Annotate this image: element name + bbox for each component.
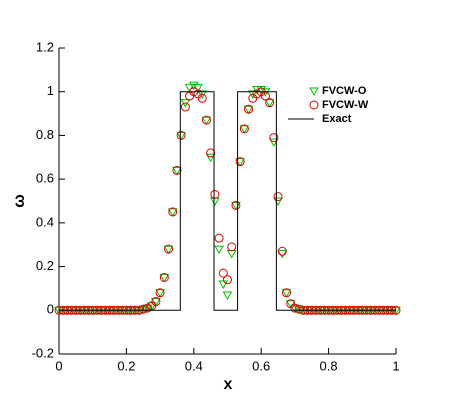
y-tick-label: 1 [47, 83, 54, 98]
legend-label: FVCW-O [322, 85, 367, 97]
circle-marker [206, 148, 216, 158]
x-tick-label: 0.2 [117, 358, 135, 373]
triangle-marker [281, 289, 292, 298]
circle-marker [180, 102, 190, 112]
legend-label: FVCW-W [322, 99, 369, 111]
circle-marker [294, 304, 304, 314]
legend-label: Exact [322, 113, 352, 125]
triangle-marker [167, 208, 178, 217]
triangle-marker [138, 305, 149, 315]
x-tick-label: 0.6 [252, 358, 270, 373]
triangle-marker [159, 274, 170, 283]
triangle-marker [205, 153, 216, 163]
circle-marker [277, 246, 287, 256]
circle-marker [265, 98, 275, 108]
y-tick-label: 0.8 [36, 127, 54, 142]
circle-marker [197, 93, 207, 103]
triangle-marker [188, 81, 199, 91]
circle-marker [138, 304, 148, 314]
circle-marker [223, 275, 232, 285]
y-tick-label: -0.2 [32, 345, 54, 360]
triangle-marker [222, 291, 233, 300]
triangle-marker [264, 99, 275, 108]
exact-line [59, 91, 396, 311]
circle-marker [290, 303, 300, 313]
x-tick-label: 0.4 [185, 358, 203, 373]
triangle-marker [268, 138, 279, 147]
circle-marker [210, 189, 220, 199]
triangle-marker [172, 166, 182, 176]
circle-marker [164, 244, 174, 254]
circle-marker [172, 165, 182, 175]
triangle-marker [277, 249, 288, 259]
triangle-marker [210, 197, 220, 207]
circle-marker [142, 303, 152, 313]
circle-marker [252, 89, 262, 99]
circle-marker [235, 157, 245, 167]
triangle-marker [226, 249, 237, 259]
x-axis-label: x [224, 376, 233, 393]
y-tick-label: 0.2 [36, 258, 54, 273]
circle-marker [214, 233, 224, 243]
circle-marker [168, 207, 178, 217]
circle-marker [269, 133, 279, 143]
y-tick-label: 1.2 [36, 39, 54, 54]
y-tick-label: 0.6 [36, 171, 54, 186]
circle-marker [309, 100, 319, 110]
circle-marker [176, 130, 186, 140]
x-tick-label: 0 [55, 358, 62, 373]
triangle-marker [309, 87, 319, 97]
circle-marker [151, 297, 161, 307]
y-axis-label: ω [11, 194, 28, 208]
circle-marker [155, 288, 165, 298]
triangle-marker [243, 105, 254, 115]
triangle-marker [155, 289, 165, 298]
circle-marker [201, 115, 211, 125]
triangle-marker [163, 245, 174, 255]
triangle-marker [218, 280, 229, 290]
x-tick-label: 1 [392, 358, 399, 373]
y-tick-label: 0 [47, 302, 54, 317]
y-tick-label: 0.4 [36, 214, 54, 229]
triangle-marker [176, 131, 187, 141]
triangle-marker [239, 125, 250, 134]
circle-marker [218, 268, 228, 278]
circle-marker [231, 200, 241, 210]
circle-marker [159, 273, 169, 282]
circle-marker [244, 104, 254, 114]
circle-marker [281, 288, 291, 298]
circle-marker [239, 124, 249, 134]
circle-marker [273, 192, 283, 202]
circle-marker [227, 242, 237, 252]
triangle-marker [235, 158, 245, 167]
triangle-marker [214, 245, 224, 255]
x-tick-label: 0.8 [320, 358, 338, 373]
triangle-marker [201, 116, 212, 126]
